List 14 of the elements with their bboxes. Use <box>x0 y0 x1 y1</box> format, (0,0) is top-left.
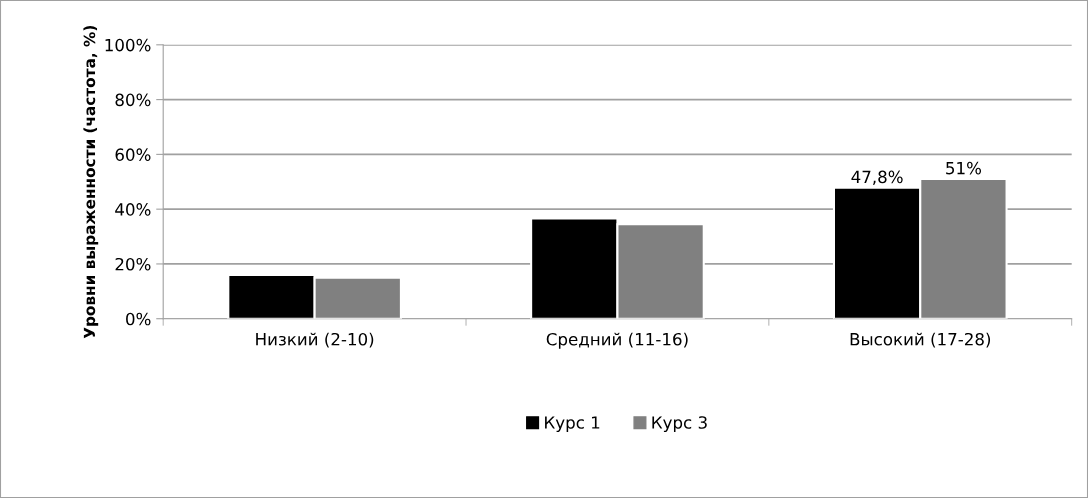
y-tick-label: 100% <box>105 38 151 52</box>
y-tick-label: 0% <box>126 312 151 326</box>
data-label: 47,8% <box>851 170 903 185</box>
y-axis-title: Уровни выраженности (частота, %) <box>83 26 99 339</box>
legend-label: Курс 1 <box>545 416 600 433</box>
y-tick-label: 40% <box>115 203 151 216</box>
legend-label: Курс 3 <box>652 416 707 433</box>
x-tick-label: Низкий (2-10) <box>256 332 374 348</box>
y-tick-label: 80% <box>115 93 151 107</box>
y-tick-label: 20% <box>115 257 151 271</box>
y-tick-label: 60% <box>115 148 151 161</box>
x-tick-label: Средний (11-16) <box>546 332 688 349</box>
data-label: 51% <box>946 161 982 175</box>
x-tick-label: Высокий (17-28) <box>850 332 991 348</box>
